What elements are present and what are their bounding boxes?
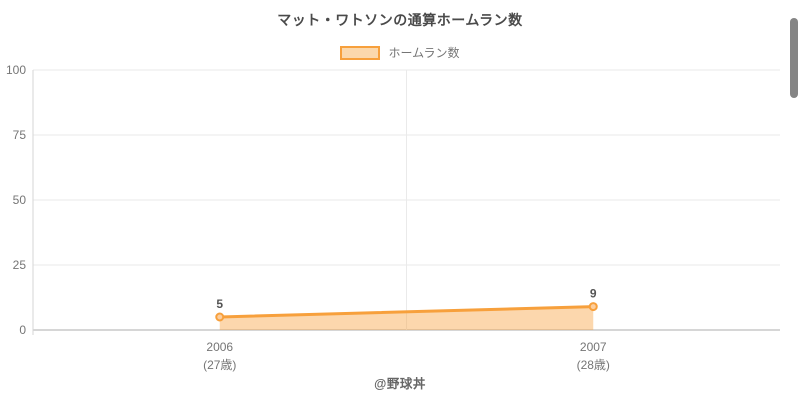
- x-tick-sublabel: (28歳): [577, 358, 610, 372]
- data-label: 5: [216, 297, 223, 311]
- y-tick-label: 100: [6, 63, 26, 77]
- y-tick-label: 0: [19, 323, 26, 337]
- series-area: [219, 306, 594, 330]
- data-point[interactable]: [588, 302, 598, 312]
- data-point[interactable]: [215, 312, 225, 322]
- legend-label[interactable]: ホームラン数: [388, 46, 460, 60]
- y-tick-label: 75: [13, 128, 27, 142]
- legend-swatch[interactable]: [340, 45, 381, 60]
- scrollbar-thumb[interactable]: [790, 18, 798, 98]
- x-tick-sublabel: (27歳): [203, 358, 236, 372]
- y-tick-label: 50: [13, 193, 27, 207]
- data-label: 9: [590, 287, 597, 301]
- series-line: [218, 305, 595, 319]
- legend: ホームラン数: [0, 44, 800, 61]
- chart-title: マット・ワトソンの通算ホームラン数: [277, 12, 523, 28]
- footer-credit: @野球丼: [374, 377, 426, 391]
- y-tick-label: 25: [13, 258, 27, 272]
- x-tick-label: 2007: [580, 340, 607, 354]
- x-tick-label: 2006: [206, 340, 233, 354]
